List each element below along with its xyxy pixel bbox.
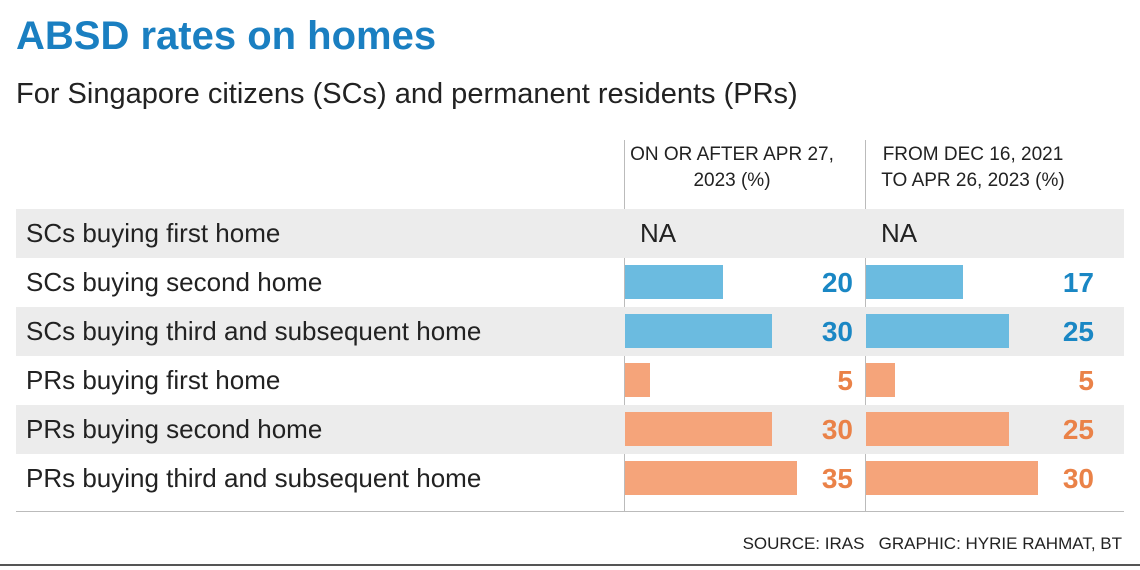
value-label: 30 [821,316,853,347]
column-header: FROM DEC 16, 2021 TO APR 26, 2023 (%) [881,144,1065,191]
row-label: SCs buying third and subsequent home [26,316,482,346]
row: PRs buying second home 30 25 [16,405,1124,454]
row: PRs buying third and subsequent home 35 30 [16,454,1124,503]
row-label: SCs buying first home [26,218,281,248]
bar [866,363,895,397]
row-label: PRs buying second home [26,414,323,444]
rule [16,511,1124,512]
bar [866,314,1010,348]
bar [625,363,650,397]
value-label: 17 [1062,267,1094,298]
subtitle: For Singapore citizens (SCs) and permane… [16,78,798,110]
row-label: SCs buying second home [26,267,323,297]
value-label: 5 [1078,365,1094,396]
bar [625,461,797,495]
value-label: 25 [1062,414,1094,445]
value-label: 25 [1062,316,1094,347]
row: SCs buying third and subsequent home 30 25 [16,307,1124,356]
bar [625,314,773,348]
row: SCs buying first home NA NA [16,209,1124,258]
column-header: ON OR AFTER APR 27, 2023 (%) [630,144,834,191]
bar [625,265,724,299]
value-label: 30 [821,414,853,445]
credit: GRAPHIC: HYRIE RAHMAT, BT [878,534,1122,553]
bar [625,412,773,446]
row-label: PRs buying first home [26,365,281,395]
bar [866,461,1038,495]
row: SCs buying second home 20 17 [16,258,1124,307]
row: PRs buying first home 5 5 [16,356,1124,405]
bar [866,265,964,299]
bar [866,412,1010,446]
value-label: 5 [837,365,853,396]
value-label: NA [881,218,918,248]
source: SOURCE: IRAS [742,534,865,553]
value-label: 20 [821,267,853,298]
value-label: 35 [821,463,853,494]
rule [0,564,1140,566]
value-label: NA [640,218,677,248]
value-label: 30 [1062,463,1094,494]
title: ABSD rates on homes [16,14,437,58]
footer: SOURCE: IRAS GRAPHIC: HYRIE RAHMAT, BT [743,534,1122,554]
row-label: PRs buying third and subsequent home [26,463,482,493]
